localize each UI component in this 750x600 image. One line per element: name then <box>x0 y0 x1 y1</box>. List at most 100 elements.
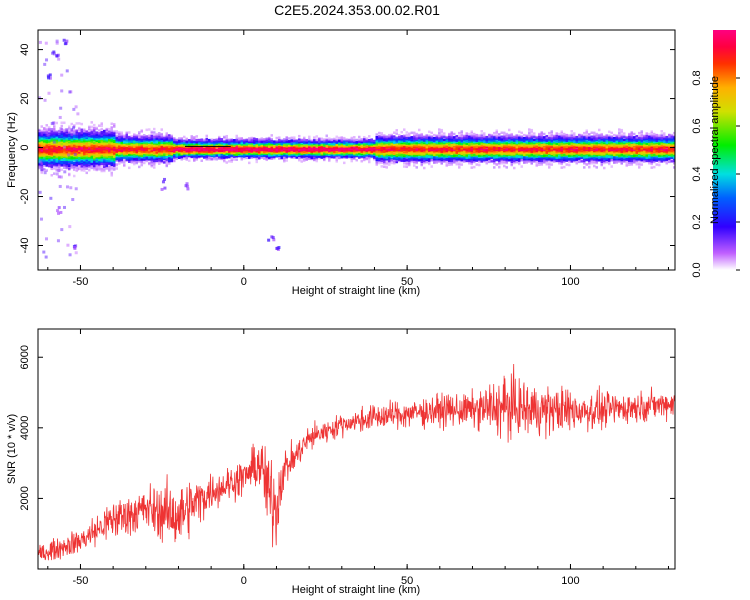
heatmap-cell <box>350 155 353 159</box>
heatmap-cell <box>395 147 398 150</box>
heatmap-cell <box>193 140 196 144</box>
heatmap-cell <box>285 147 288 151</box>
heatmap-cell <box>308 135 311 139</box>
heatmap-cell <box>173 146 176 149</box>
heatmap-cell <box>275 154 278 157</box>
heatmap-cell <box>113 145 116 148</box>
heatmap-cell <box>258 156 261 160</box>
heatmap-cell <box>493 166 496 169</box>
heatmap-cell <box>68 144 71 147</box>
heatmap-cell <box>508 143 511 147</box>
heatmap-cell <box>453 143 456 147</box>
heatmap-cell <box>465 132 468 135</box>
heatmap-cell <box>93 141 96 144</box>
heatmap-cell <box>275 145 278 149</box>
heatmap-cell <box>223 142 226 146</box>
heatmap-cell <box>160 128 163 131</box>
heatmap-cell <box>103 162 106 165</box>
heatmap-cell <box>405 141 408 144</box>
heatmap-cell <box>215 149 218 152</box>
heatmap-cell <box>438 145 441 148</box>
heatmap-cell <box>488 146 491 150</box>
heatmap-cell <box>408 157 411 161</box>
heatmap-cell <box>75 147 78 151</box>
heatmap-cell <box>520 135 523 139</box>
heatmap-cell <box>283 139 286 142</box>
heatmap-cell <box>470 151 473 155</box>
heatmap-cell <box>100 133 103 137</box>
heatmap-cell <box>353 149 356 152</box>
heatmap-cell <box>238 149 241 153</box>
heatmap-cell <box>340 152 343 156</box>
heatmap-cell <box>475 147 478 151</box>
heatmap-cell <box>530 150 533 153</box>
heatmap-cell <box>68 157 71 161</box>
heatmap-cell <box>478 154 481 157</box>
heatmap-cell <box>413 164 416 167</box>
heatmap-cell <box>93 144 96 148</box>
heatmap-cell <box>475 133 478 137</box>
heatmap-cell <box>170 140 173 144</box>
heatmap-cell <box>528 128 531 131</box>
heatmap-cell <box>345 138 348 141</box>
heatmap-cell <box>168 134 171 137</box>
heatmap-cell <box>103 141 106 145</box>
heatmap-cell <box>50 137 53 141</box>
heatmap-cell <box>93 149 96 153</box>
heatmap-cell <box>333 144 336 148</box>
heatmap-cell <box>115 150 118 153</box>
heatmap-cell <box>323 138 326 141</box>
heatmap-cell <box>210 148 213 151</box>
heatmap-cell <box>470 146 473 149</box>
heatmap-cell <box>425 134 428 137</box>
heatmap-cell <box>88 143 91 146</box>
heatmap-cell <box>70 148 73 152</box>
heatmap-cell <box>458 166 461 169</box>
heatmap-cell <box>505 137 508 140</box>
heatmap-cell <box>85 133 88 137</box>
heatmap-cell <box>438 159 441 162</box>
heatmap-cell <box>503 159 506 163</box>
heatmap-cell <box>183 142 186 146</box>
heatmap-cell <box>45 144 48 147</box>
heatmap-cell <box>478 163 481 167</box>
heatmap-cell <box>483 133 486 137</box>
heatmap-cell <box>80 147 83 150</box>
heatmap-cell <box>443 155 446 159</box>
heatmap-cell <box>230 155 233 159</box>
heatmap-cell <box>398 144 401 147</box>
heatmap-cell <box>438 148 441 152</box>
heatmap-cell <box>103 165 106 168</box>
heatmap-cell <box>450 163 453 166</box>
heatmap-cell <box>125 133 128 136</box>
heatmap-cell <box>103 149 106 152</box>
heatmap-cell <box>100 167 103 170</box>
heatmap-cell <box>513 159 516 163</box>
heatmap-cell <box>165 143 168 146</box>
heatmap-cell <box>380 150 383 154</box>
heatmap-cell <box>428 159 431 163</box>
heatmap-cell <box>400 136 403 139</box>
heatmap-cell <box>440 134 443 137</box>
heatmap-cell <box>160 149 163 153</box>
heatmap-cell <box>113 136 116 140</box>
heatmap-cell <box>70 132 73 136</box>
heatmap-cell <box>50 152 53 155</box>
heatmap-cell <box>380 155 383 158</box>
heatmap-cell <box>158 162 161 165</box>
heatmap-cell <box>325 145 328 148</box>
heatmap-cell <box>113 152 116 155</box>
heatmap-cell <box>83 167 86 171</box>
heatmap-cell <box>460 134 463 138</box>
heatmap-cell <box>63 134 66 137</box>
heatmap-cell <box>48 155 51 158</box>
heatmap-cell <box>370 150 373 153</box>
heatmap-cell <box>58 153 61 157</box>
heatmap-cell <box>495 134 498 137</box>
heatmap-cell <box>88 168 91 172</box>
heatmap-cell <box>288 147 291 151</box>
heatmap-cell <box>40 148 43 152</box>
heatmap-cell <box>480 130 483 133</box>
heatmap-cell <box>493 131 496 135</box>
heatmap-cell <box>145 159 148 163</box>
